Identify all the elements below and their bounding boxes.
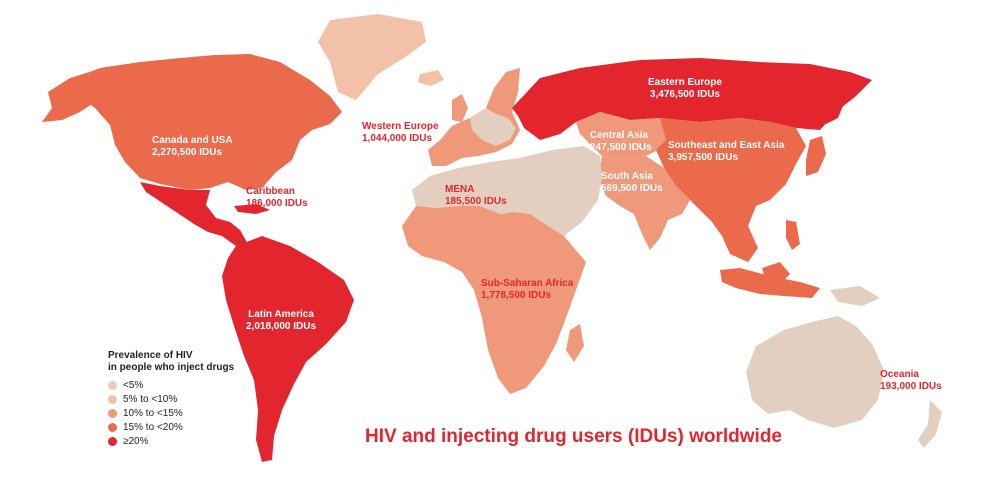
region-shape-madagascar	[566, 324, 584, 362]
legend-swatch	[108, 436, 117, 446]
region-shape-australia[interactable]	[746, 316, 884, 428]
region-shape-caribbean-islands	[234, 204, 270, 214]
region-shape-eastern-europe[interactable]	[512, 58, 872, 140]
label-se-east-asia: Southeast and East Asia 3,957,500 IDUs	[668, 140, 785, 163]
region-shape-borneo	[762, 262, 790, 284]
map-title: HIV and injecting drug users (IDUs) worl…	[365, 426, 782, 447]
region-shape-japan	[806, 136, 826, 176]
label-caribbean: Caribbean 186,000 IDUs	[246, 186, 308, 209]
label-eastern-europe: Eastern Europe 3,476,500 IDUs	[648, 77, 722, 100]
region-shape-central-europe	[470, 108, 516, 146]
legend-title: Prevalence of HIV in people who inject d…	[108, 350, 235, 373]
label-central-asia: Central Asia 247,500 IDUs	[590, 130, 652, 153]
legend: Prevalence of HIV in people who inject d…	[108, 350, 234, 448]
region-shape-iceland	[418, 70, 444, 86]
legend-item: <5%	[108, 378, 234, 392]
label-south-asia: South Asia 569,500 IDUs	[601, 171, 663, 194]
region-shape-philippines	[786, 220, 800, 250]
legend-swatch	[108, 408, 117, 418]
region-shape-british-isles	[452, 94, 468, 122]
region-shape-sub-saharan-africa[interactable]	[402, 206, 586, 394]
legend-item: 15% to <20%	[108, 420, 234, 434]
legend-item: ≥20%	[108, 434, 234, 448]
legend-swatch	[108, 380, 117, 390]
region-shape-kamchatka	[816, 88, 846, 124]
legend-item: 10% to <15%	[108, 406, 234, 420]
legend-swatch	[108, 394, 117, 404]
region-shape-new-zealand	[918, 400, 942, 448]
region-shape-latin-america[interactable]	[222, 236, 354, 462]
region-shape-caribbean[interactable]	[140, 182, 248, 246]
region-shape-se-east-asia[interactable]	[656, 118, 806, 262]
region-shape-central-asia[interactable]	[576, 112, 672, 160]
region-shape-greenland	[318, 14, 426, 100]
region-shape-new-guinea	[830, 286, 880, 306]
label-sub-saharan-africa: Sub-Saharan Africa 1,778,500 IDUs	[481, 278, 574, 301]
region-shape-mena[interactable]	[412, 146, 602, 236]
region-shape-canada-usa[interactable]	[70, 54, 342, 190]
region-shape-indonesia	[720, 268, 820, 298]
legend-item: 5% to <10%	[108, 392, 234, 406]
legend-swatch	[108, 422, 117, 432]
region-shape-alaska	[42, 70, 98, 122]
label-mena: MENA 185,500 IDUs	[445, 184, 507, 207]
label-latin-america: Latin America 2,018,000 IDUs	[246, 309, 317, 332]
region-shape-south-asia[interactable]	[598, 156, 690, 250]
label-oceania: Oceania 193,000 IDUs	[880, 369, 942, 392]
label-western-europe: Western Europe 1,044,000 IDUs	[362, 121, 439, 144]
label-canada-usa: Canada and USA 2,270,500 IDUs	[152, 135, 233, 158]
